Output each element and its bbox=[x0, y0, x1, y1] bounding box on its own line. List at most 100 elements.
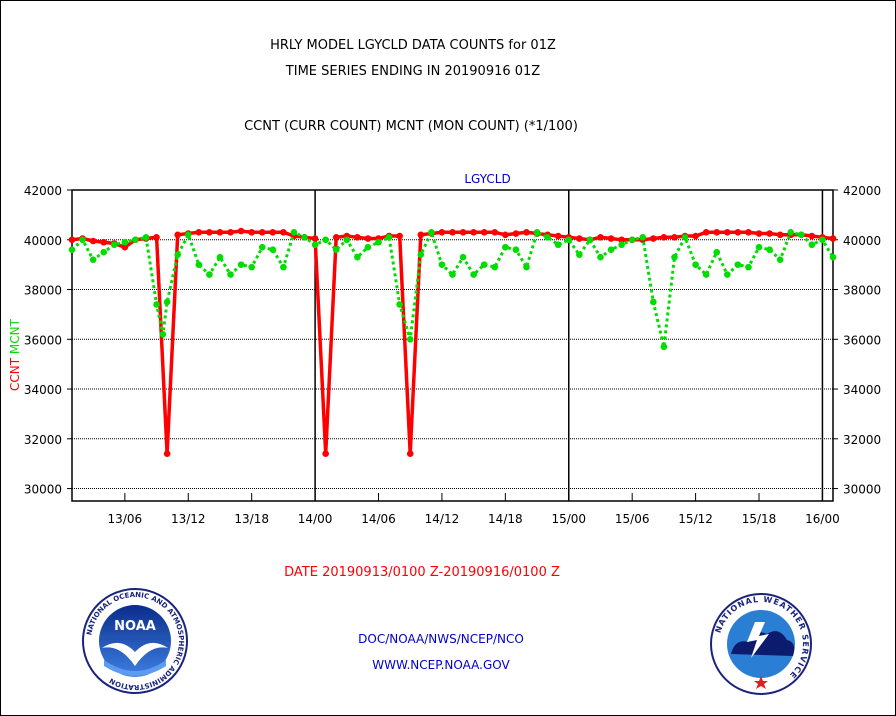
data-point-ccnt bbox=[89, 237, 97, 245]
data-point-ccnt bbox=[237, 227, 245, 235]
data-point-ccnt bbox=[523, 228, 530, 236]
data-point-ccnt bbox=[745, 228, 752, 236]
data-point-mcnt bbox=[787, 228, 795, 236]
chart-subtitle: CCNT (CURR COUNT) MCNT (MON COUNT) (*1/1… bbox=[244, 119, 578, 134]
data-point-ccnt bbox=[660, 233, 668, 241]
data-point-mcnt bbox=[618, 241, 625, 249]
data-point-mcnt bbox=[89, 256, 97, 263]
data-point-mcnt bbox=[650, 298, 657, 306]
data-point-mcnt bbox=[68, 246, 76, 254]
x-tick-label: 14/18 bbox=[488, 512, 523, 526]
data-point-ccnt bbox=[206, 228, 213, 236]
data-point-mcnt bbox=[734, 261, 742, 268]
x-tick-label: 13/18 bbox=[234, 512, 269, 526]
data-point-mcnt bbox=[248, 263, 255, 271]
data-point-ccnt bbox=[502, 231, 509, 239]
url-link[interactable]: WWW.NCEP.NOAA.GOV bbox=[372, 658, 510, 672]
data-point-mcnt bbox=[512, 246, 520, 254]
data-point-mcnt bbox=[79, 236, 86, 244]
data-point-ccnt bbox=[121, 243, 129, 251]
data-point-mcnt bbox=[311, 241, 319, 249]
data-point-ccnt bbox=[311, 235, 319, 242]
data-point-mcnt bbox=[121, 238, 129, 246]
y-tick-label-left: 30000 bbox=[24, 483, 62, 497]
data-point-ccnt bbox=[269, 228, 277, 236]
data-point-ccnt bbox=[692, 232, 699, 240]
data-point-mcnt bbox=[258, 243, 266, 251]
nws-logo: NATIONAL WEATHER SERVICE bbox=[710, 593, 812, 695]
chart-title-line1: HRLY MODEL LGYCLD DATA COUNTS for 01Z bbox=[270, 38, 556, 53]
data-point-mcnt bbox=[819, 236, 826, 244]
noaa-logo: NATIONAL OCEANIC AND ATMOSPHERIC ADMINIS… bbox=[82, 588, 188, 694]
data-point-mcnt bbox=[100, 248, 108, 256]
x-tick-label: 15/00 bbox=[551, 512, 586, 526]
data-point-ccnt bbox=[280, 228, 287, 236]
data-point-ccnt bbox=[724, 228, 731, 236]
data-point-mcnt bbox=[406, 335, 414, 343]
data-point-mcnt bbox=[396, 301, 403, 308]
data-point-mcnt bbox=[375, 238, 382, 246]
data-point-ccnt bbox=[258, 228, 266, 236]
data-point-mcnt bbox=[385, 233, 393, 241]
y-axis-label-ccnt: CCNT bbox=[8, 354, 22, 391]
data-point-mcnt bbox=[364, 243, 372, 251]
data-point-mcnt bbox=[470, 271, 477, 278]
data-point-ccnt bbox=[766, 230, 773, 237]
data-point-mcnt bbox=[216, 253, 224, 261]
data-point-ccnt bbox=[332, 233, 340, 241]
data-point-ccnt bbox=[470, 228, 477, 236]
x-tick-label: 15/18 bbox=[742, 512, 777, 526]
data-point-mcnt bbox=[597, 253, 604, 261]
data-point-ccnt bbox=[417, 231, 425, 239]
plot-frame bbox=[71, 189, 834, 502]
y-tick-label-right: 36000 bbox=[843, 333, 881, 347]
data-point-mcnt bbox=[586, 236, 594, 244]
data-point-ccnt bbox=[650, 235, 657, 242]
data-point-mcnt bbox=[269, 246, 277, 254]
y-tick-label-left: 32000 bbox=[24, 433, 62, 447]
data-point-mcnt bbox=[163, 298, 171, 306]
data-point-ccnt bbox=[163, 450, 171, 458]
data-point-ccnt bbox=[607, 235, 615, 242]
y-tick-label-right: 32000 bbox=[843, 433, 881, 447]
data-point-mcnt bbox=[132, 236, 139, 244]
data-point-mcnt bbox=[322, 236, 329, 244]
data-point-mcnt bbox=[343, 236, 351, 244]
data-point-mcnt bbox=[554, 241, 562, 249]
data-point-mcnt bbox=[153, 301, 160, 308]
data-point-mcnt bbox=[829, 253, 837, 261]
data-point-mcnt bbox=[438, 261, 446, 268]
data-point-mcnt bbox=[755, 243, 763, 251]
x-tick-label: 14/06 bbox=[361, 512, 396, 526]
data-point-ccnt bbox=[713, 228, 721, 236]
data-point-ccnt bbox=[491, 228, 499, 236]
data-point-ccnt bbox=[512, 230, 520, 237]
data-point-mcnt bbox=[639, 233, 647, 241]
y-tick-label-left: 38000 bbox=[24, 284, 62, 298]
data-point-ccnt bbox=[153, 233, 160, 241]
panel-label: LGYCLD bbox=[464, 172, 510, 186]
data-point-mcnt bbox=[724, 271, 731, 278]
y-axis-label-mcnt: MCNT bbox=[8, 318, 22, 354]
data-point-ccnt bbox=[755, 230, 763, 237]
data-point-mcnt bbox=[237, 261, 245, 268]
y-tick-label-left: 34000 bbox=[24, 383, 62, 397]
data-point-mcnt bbox=[808, 241, 816, 249]
data-point-ccnt bbox=[597, 233, 604, 241]
data-point-ccnt bbox=[702, 228, 710, 236]
data-point-mcnt bbox=[502, 243, 509, 251]
data-point-ccnt bbox=[459, 228, 467, 236]
data-point-mcnt bbox=[480, 261, 488, 268]
data-point-mcnt bbox=[671, 253, 678, 261]
data-point-ccnt bbox=[195, 228, 203, 236]
x-tick-label: 15/12 bbox=[678, 512, 713, 526]
data-point-mcnt bbox=[797, 231, 805, 239]
plot-area bbox=[72, 190, 833, 501]
data-point-mcnt bbox=[766, 246, 773, 254]
data-point-ccnt bbox=[618, 236, 625, 244]
data-point-ccnt bbox=[776, 231, 784, 239]
data-point-ccnt bbox=[68, 236, 76, 244]
data-point-mcnt bbox=[692, 261, 699, 268]
data-point-mcnt bbox=[227, 271, 234, 278]
